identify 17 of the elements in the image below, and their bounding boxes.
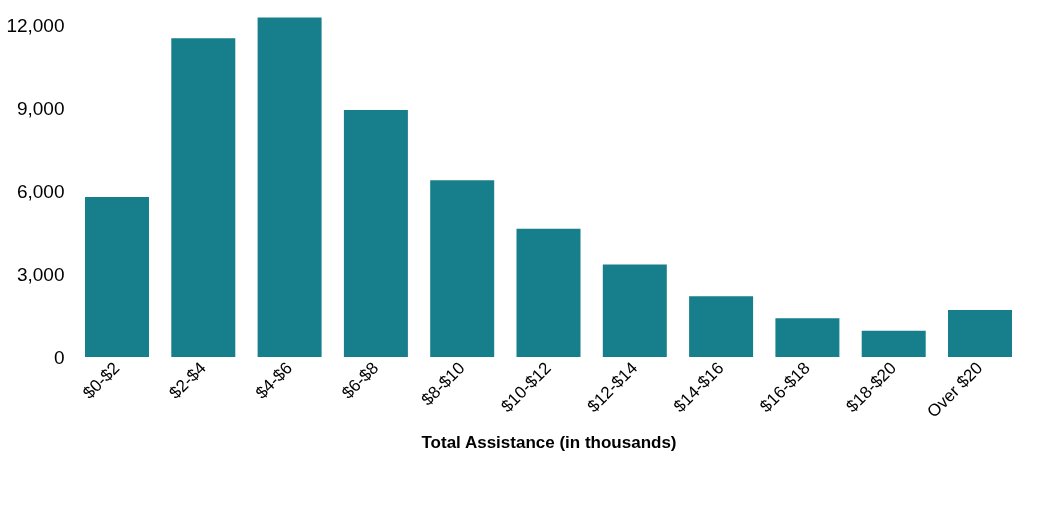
bar	[84, 196, 149, 357]
bar	[775, 318, 840, 357]
bar	[171, 38, 236, 357]
bar	[257, 17, 322, 357]
x-axis-title: Total Assistance (in thousands)	[421, 432, 677, 452]
bar	[430, 180, 495, 357]
bar	[516, 228, 581, 357]
bar	[861, 330, 926, 357]
y-tick-label: 6,000	[16, 180, 65, 202]
y-tick-label: 12,000	[6, 15, 65, 37]
bar	[948, 310, 1013, 357]
bar	[602, 264, 667, 357]
y-tick-label: 9,000	[16, 98, 65, 120]
y-tick-label: 0	[53, 346, 65, 368]
bar	[689, 296, 754, 357]
y-tick-label: 3,000	[16, 263, 65, 285]
bar	[343, 109, 408, 357]
